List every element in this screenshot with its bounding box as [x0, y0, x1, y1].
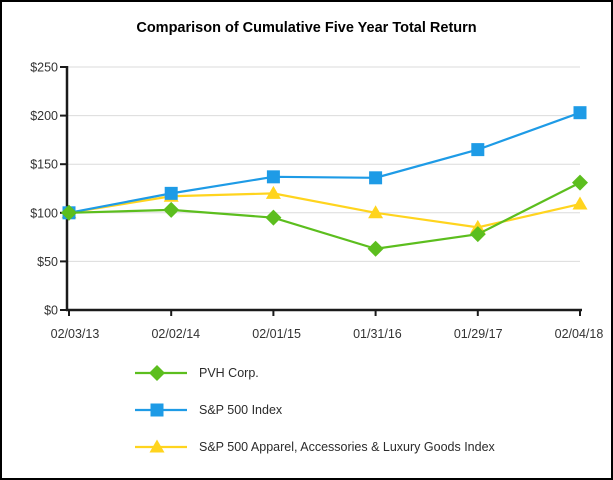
- series-marker-triangle: [368, 205, 384, 219]
- series-marker-square: [164, 186, 178, 200]
- y-tick-label: $250: [30, 61, 58, 75]
- series-line-1: [68, 111, 581, 214]
- chart-title: Comparison of Cumulative Five Year Total…: [136, 20, 477, 36]
- series-marker-square: [471, 143, 485, 157]
- series-marker-triangle: [572, 196, 588, 210]
- legend-label-sp500-apparel: S&P 500 Apparel, Accessories & Luxury Go…: [199, 440, 495, 454]
- y-tick-label: $0: [44, 304, 58, 318]
- series-marker-diamond: [61, 204, 77, 221]
- sp500-apparel-triangle-legend-icon: [135, 439, 187, 453]
- x-tick-label: 01/31/16: [353, 327, 402, 341]
- series-marker-diamond: [265, 209, 282, 226]
- y-tick-label: $50: [37, 255, 58, 269]
- series-marker-diamond: [572, 174, 588, 191]
- series-line-2: [68, 192, 581, 229]
- series-marker-diamond: [163, 201, 180, 218]
- series-marker-diamond: [469, 226, 486, 243]
- y-tick-label: $150: [30, 158, 58, 172]
- x-tick-label: 02/02/14: [151, 327, 200, 341]
- legend-item-sp500-apparel: S&P 500 Apparel, Accessories & Luxury Go…: [133, 438, 495, 456]
- y-tick-label: $200: [30, 109, 58, 123]
- legend-label-pvh-corp: PVH Corp.: [199, 366, 259, 380]
- legend-item-pvh-corp: PVH Corp.: [133, 364, 495, 382]
- sp500-square-legend-icon: [135, 403, 187, 417]
- legend: PVH Corp. S&P 500 Index S&P 500 Apparel,…: [133, 364, 495, 475]
- series-marker-square: [266, 170, 280, 184]
- series-marker-triangle: [265, 185, 281, 199]
- legend-label-sp500: S&P 500 Index: [199, 403, 283, 417]
- x-tick-label: 02/01/15: [252, 327, 301, 341]
- series-marker-diamond: [367, 240, 384, 257]
- legend-item-sp500: S&P 500 Index: [133, 401, 495, 419]
- series-marker-square: [573, 106, 587, 120]
- series-line-0: [68, 181, 581, 250]
- series-marker-square: [369, 171, 383, 185]
- y-tick-label: $100: [30, 206, 58, 220]
- pvh-diamond-legend-icon: [135, 365, 187, 381]
- x-tick-label: 01/29/17: [454, 327, 503, 341]
- x-tick-label: 02/04/18: [555, 327, 604, 341]
- x-tick-label: 02/03/13: [51, 327, 100, 341]
